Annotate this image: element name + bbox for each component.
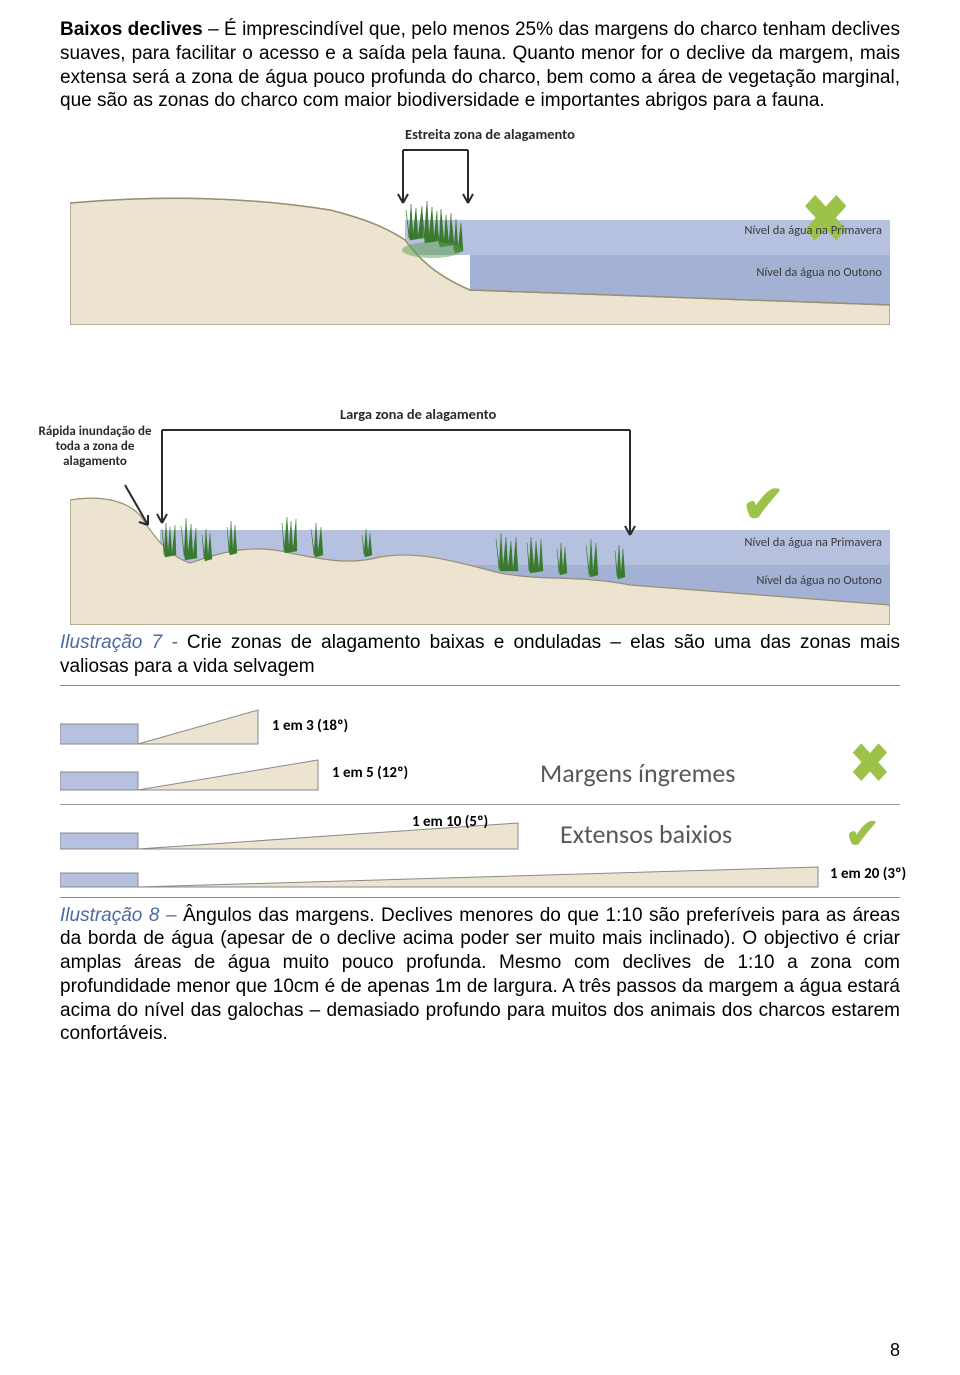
illustration-7: Estreita zona de alagamento (70, 125, 890, 625)
slope-label-1: 1 em 3 (18º) (272, 717, 348, 735)
slope-row-4: 1 em 20 (3º) (60, 859, 900, 889)
caption-8: Ilustração 8 – Ângulos das margens. Decl… (60, 904, 900, 1047)
cross-icon-2: ✖ (850, 733, 890, 795)
slope-divider (60, 804, 900, 805)
cross-icon: ✖ (801, 182, 850, 257)
slope-label-2: 1 em 5 (12º) (332, 764, 408, 782)
arrows-narrow (398, 150, 473, 203)
heading-lead: Baixos declives (60, 19, 203, 40)
label-shallow: Extensos baixios (560, 818, 732, 850)
slope-diagram-1 (60, 706, 260, 746)
illus7-panel-top: Estreita zona de alagamento (70, 125, 890, 325)
slope-row-3: 1 em 10 (5º) Extensos baixios ✔ (60, 817, 900, 851)
slope-row-2: 1 em 5 (12º) Margens íngremes ✖ (60, 754, 900, 792)
label-rapid-flood: Rápida inundação de toda a zona de alaga… (30, 425, 160, 470)
label-steep: Margens íngremes (540, 757, 735, 789)
slope-label-3: 1 em 10 (5º) (412, 813, 488, 831)
label-spring-top: Nível da água na Primavera (744, 223, 882, 238)
intro-paragraph: Baixos declives – É imprescindível que, … (60, 18, 900, 113)
arrows-wide (125, 430, 635, 535)
slope-label-4: 1 em 20 (3º) (830, 865, 906, 883)
page-number: 8 (890, 1340, 900, 1361)
caption-7-body: Crie zonas de alagamento baixas e ondula… (60, 632, 900, 677)
label-autumn-top: Nível da água no Outono (756, 265, 882, 280)
divider-2 (60, 897, 900, 898)
caption-7: Ilustração 7 - Crie zonas de alagamento … (60, 631, 900, 679)
label-wide-zone: Larga zona de alagamento (340, 405, 496, 423)
label-narrow-zone: Estreita zona de alagamento (405, 125, 575, 143)
check-icon-2: ✔ (845, 809, 880, 858)
illus7-panel-bottom: Larga zona de alagamento Rápida inundaçã… (70, 405, 890, 625)
check-icon: ✔ (741, 475, 785, 535)
slope-row-1: 1 em 3 (18º) (60, 706, 900, 746)
label-autumn-bottom: Nível da água no Outono (756, 573, 882, 588)
caption-7-lead: Ilustração 7 - (60, 632, 178, 653)
divider-1 (60, 685, 900, 686)
caption-8-body: Ângulos das margens. Declives menores do… (60, 905, 900, 1045)
label-spring-bottom: Nível da água na Primavera (744, 535, 882, 550)
illustration-8: 1 em 3 (18º) 1 em 5 (12º) Margens íngrem… (60, 706, 900, 889)
slope-diagram-4 (60, 859, 820, 889)
slope-diagram-2 (60, 754, 320, 792)
caption-8-lead: Ilustração 8 – (60, 905, 177, 926)
